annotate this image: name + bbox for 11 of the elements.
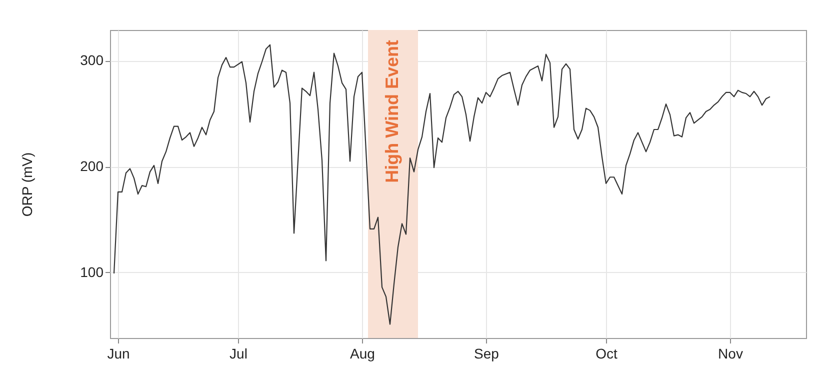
x-tick-label: Nov (718, 346, 743, 362)
y-tick-label: 100 (80, 264, 104, 280)
x-tick-label: Oct (596, 346, 618, 362)
x-tick-label: Jul (230, 346, 248, 362)
x-tick-label: Jun (107, 346, 130, 362)
y-tick-label: 200 (80, 158, 104, 174)
y-axis-title: ORP (mV) (19, 152, 36, 217)
x-tick-label: Aug (350, 346, 375, 362)
band-label: High Wind Event (382, 40, 402, 183)
y-tick-label: 300 (80, 52, 104, 68)
x-tick-label: Sep (474, 346, 500, 362)
